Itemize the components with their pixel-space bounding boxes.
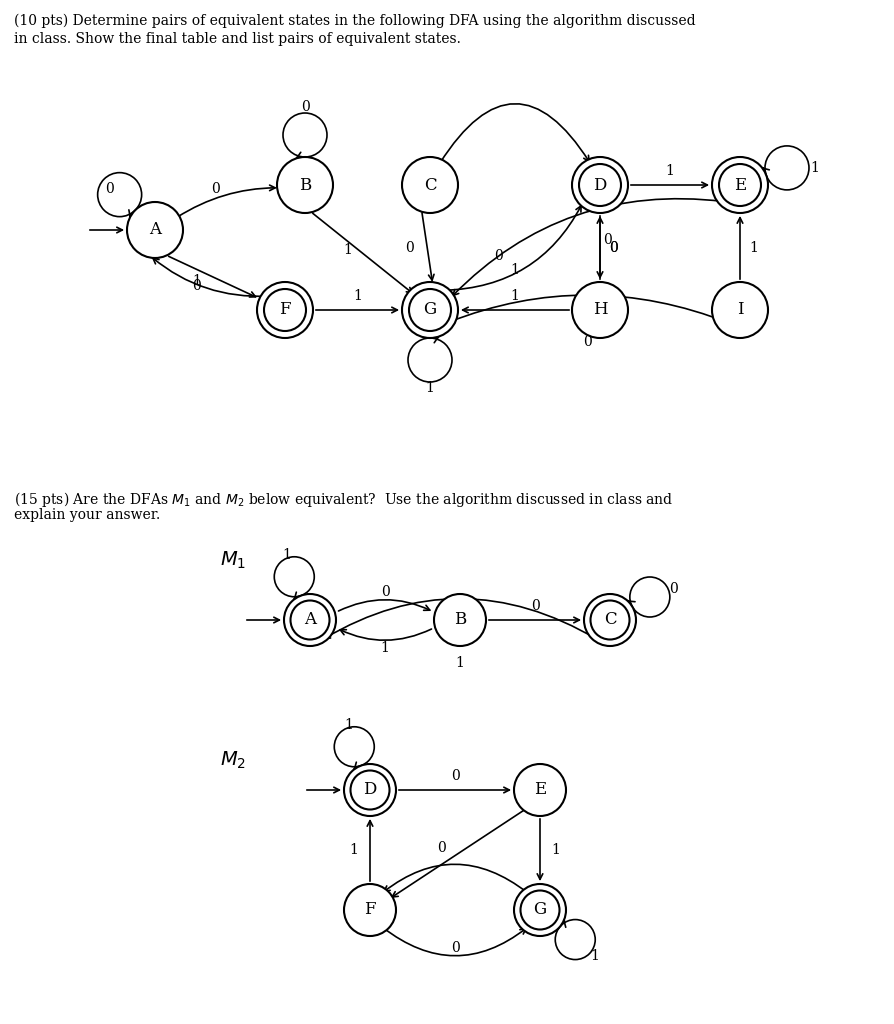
Text: H: H <box>593 301 607 318</box>
Text: A: A <box>304 611 316 629</box>
Circle shape <box>402 282 458 338</box>
Text: 0: 0 <box>451 941 460 954</box>
Circle shape <box>127 202 183 258</box>
Text: E: E <box>534 781 546 799</box>
Text: $M_1$: $M_1$ <box>220 549 246 570</box>
Circle shape <box>572 282 628 338</box>
Text: 0: 0 <box>437 841 446 855</box>
Text: 1: 1 <box>591 948 600 963</box>
Text: B: B <box>299 176 311 194</box>
Text: 1: 1 <box>665 164 674 178</box>
Text: 1: 1 <box>282 548 291 562</box>
Text: in class. Show the final table and list pairs of equivalent states.: in class. Show the final table and list … <box>14 32 461 46</box>
Text: 0: 0 <box>670 582 679 596</box>
Text: 1: 1 <box>510 289 519 303</box>
Circle shape <box>712 157 768 213</box>
Circle shape <box>402 157 458 213</box>
Text: G: G <box>424 301 436 318</box>
Text: 1: 1 <box>456 655 465 670</box>
Text: I: I <box>737 301 743 318</box>
Text: 1: 1 <box>426 381 434 395</box>
Text: 1: 1 <box>552 843 561 857</box>
Circle shape <box>434 594 486 646</box>
Text: 0: 0 <box>610 241 619 255</box>
Text: 0: 0 <box>584 335 592 349</box>
Circle shape <box>514 764 566 816</box>
Text: 0: 0 <box>381 585 390 599</box>
Text: (15 pts) Are the DFAs $M_1$ and $M_2$ below equivalent?  Use the algorithm discu: (15 pts) Are the DFAs $M_1$ and $M_2$ be… <box>14 490 673 509</box>
Text: 0: 0 <box>405 241 414 255</box>
Text: 0: 0 <box>451 769 460 783</box>
Text: F: F <box>279 301 291 318</box>
Text: 0: 0 <box>531 599 539 613</box>
Text: 1: 1 <box>344 718 353 732</box>
Circle shape <box>712 282 768 338</box>
Circle shape <box>257 282 313 338</box>
Text: $M_2$: $M_2$ <box>220 750 246 771</box>
Text: D: D <box>594 176 607 194</box>
Circle shape <box>584 594 636 646</box>
Circle shape <box>514 884 566 936</box>
Text: D: D <box>363 781 376 799</box>
Text: C: C <box>424 176 436 194</box>
Text: F: F <box>364 901 375 919</box>
Circle shape <box>277 157 333 213</box>
Text: 0: 0 <box>603 233 612 248</box>
Text: E: E <box>734 176 746 194</box>
Text: 1: 1 <box>192 274 201 288</box>
Text: 1: 1 <box>381 641 390 654</box>
Text: 1: 1 <box>350 843 358 857</box>
Circle shape <box>344 884 396 936</box>
Circle shape <box>344 764 396 816</box>
Text: explain your answer.: explain your answer. <box>14 508 160 522</box>
Text: C: C <box>603 611 616 629</box>
Text: 0: 0 <box>300 100 309 114</box>
Text: (10 pts) Determine pairs of equivalent states in the following DFA using the alg: (10 pts) Determine pairs of equivalent s… <box>14 14 696 29</box>
Text: 0: 0 <box>610 241 619 255</box>
Text: G: G <box>534 901 546 919</box>
Text: B: B <box>454 611 466 629</box>
Text: 1: 1 <box>343 243 351 257</box>
Text: 0: 0 <box>105 181 114 196</box>
Text: 1: 1 <box>510 263 519 278</box>
Text: 0: 0 <box>211 182 220 197</box>
Text: 0: 0 <box>192 279 200 293</box>
Text: A: A <box>149 221 161 239</box>
Circle shape <box>572 157 628 213</box>
Text: 1: 1 <box>749 241 758 255</box>
Text: 1: 1 <box>811 161 820 175</box>
Text: 0: 0 <box>493 249 502 263</box>
Text: 1: 1 <box>353 289 362 303</box>
Circle shape <box>284 594 336 646</box>
